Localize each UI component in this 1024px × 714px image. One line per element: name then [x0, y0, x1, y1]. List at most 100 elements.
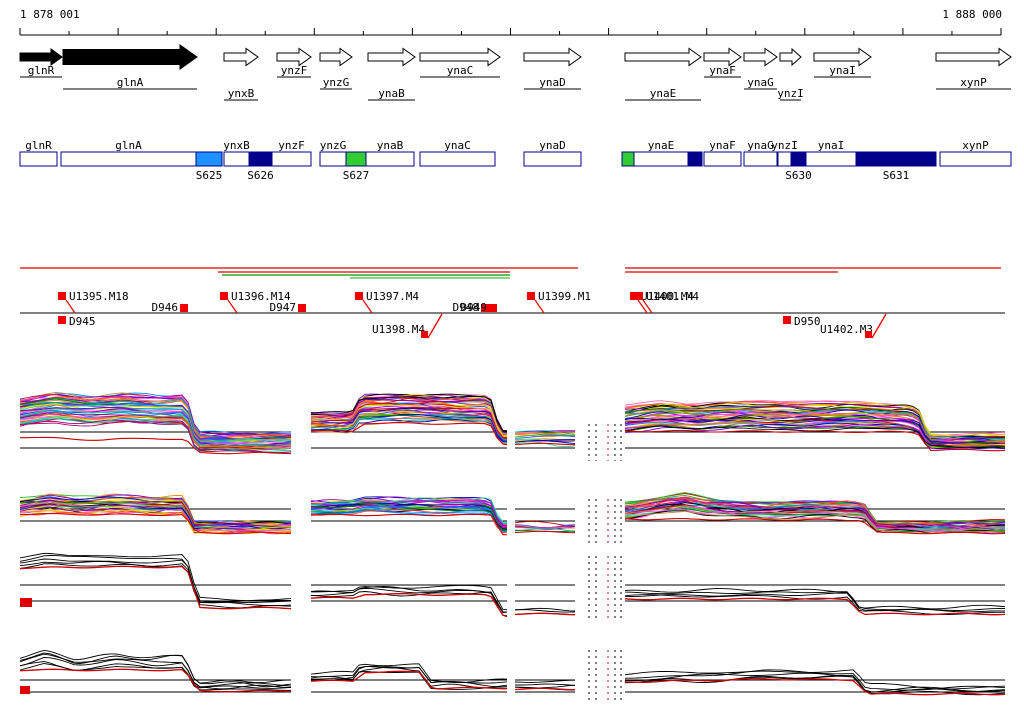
marker-D945[interactable]: D945: [58, 315, 96, 328]
gene-arrow-ynaC[interactable]: [419, 47, 501, 67]
expression-panel-row-1: [19, 391, 1006, 461]
segment-box-glnR[interactable]: [19, 151, 58, 167]
segment-box-block[interactable]: [621, 151, 635, 167]
gene-arrow-ynzG[interactable]: [319, 47, 353, 67]
gene-arrow-glnR[interactable]: [19, 48, 63, 66]
segment-label-ynaB: ynaB: [377, 139, 404, 152]
gene-label-ynaD: ynaD: [539, 76, 566, 89]
gene-label-glnA: glnA: [117, 76, 144, 89]
segment-label-ynaD: ynaD: [539, 139, 566, 152]
marker-U1397.M4[interactable]: U1397.M4: [355, 290, 419, 314]
segment-label-glnR: glnR: [25, 139, 52, 152]
marker-D949[interactable]: D949: [461, 301, 498, 314]
coordinate-ruler: [19, 28, 1002, 36]
segment-box-ynaC[interactable]: [419, 151, 496, 167]
segment-box-ynaD[interactable]: [523, 151, 582, 167]
gene-arrow-ynaD[interactable]: [523, 47, 582, 67]
segment-box-ynaG[interactable]: [743, 151, 778, 167]
gene-label-ynaB: ynaB: [378, 87, 405, 100]
gene-arrow-ynzF[interactable]: [276, 47, 312, 67]
svg-text:U1399.M1: U1399.M1: [538, 290, 591, 303]
svg-text:D946: D946: [152, 301, 179, 314]
gene-label-ynaF: ynaF: [709, 64, 736, 77]
gene-arrow-ynaI[interactable]: [813, 47, 872, 67]
segment-box-ynzI[interactable]: [777, 151, 792, 167]
marker-D947[interactable]: D947: [270, 301, 307, 314]
svg-text:D948: D948: [453, 301, 480, 314]
segment-box-S630[interactable]: [790, 151, 807, 167]
marker-U1402.M3[interactable]: U1402.M3: [820, 313, 887, 339]
segment-box-ynzF[interactable]: [271, 151, 312, 167]
gene-label-ynaG: ynaG: [747, 76, 774, 89]
segment-label-xynP: xynP: [962, 139, 989, 152]
segment-label-S630: S630: [785, 169, 812, 182]
gene-arrow-glnA[interactable]: [62, 44, 198, 70]
row-left-marker: [20, 598, 32, 607]
gene-arrow-ynaF[interactable]: [703, 47, 742, 67]
segment-label-ynaF: ynaF: [709, 139, 736, 152]
marker-U1401.M4[interactable]: U1401.M4: [635, 290, 699, 314]
svg-text:D947: D947: [270, 301, 297, 314]
marker-D946[interactable]: D946: [152, 301, 189, 314]
gene-label-ynxB: ynxB: [228, 87, 255, 100]
gene-arrow-ynaB[interactable]: [367, 47, 416, 67]
svg-text:U1401.M4: U1401.M4: [646, 290, 699, 303]
segment-box-glnA[interactable]: [60, 151, 197, 167]
segment-box-S625[interactable]: [195, 151, 223, 167]
marker-D950[interactable]: D950: [783, 315, 821, 328]
svg-text:U1397.M4: U1397.M4: [366, 290, 419, 303]
transcript-line-track: [20, 267, 1001, 279]
segment-label-S626: S626: [247, 169, 274, 182]
expression-panel-row-4: [19, 649, 1006, 701]
marker-U1396.M14[interactable]: U1396.M14: [220, 290, 291, 314]
segment-box-xynP[interactable]: [939, 151, 1012, 167]
gene-label-glnR: glnR: [28, 64, 55, 77]
gene-label-xynP: xynP: [960, 76, 987, 89]
gene-arrow-ynaG[interactable]: [743, 47, 778, 67]
segment-box-ynxB[interactable]: [223, 151, 250, 167]
gene-label-ynzG: ynzG: [323, 76, 350, 89]
expression-panel-row-3: [19, 552, 1006, 621]
segment-label-ynzI: ynzI: [771, 139, 798, 152]
gene-label-ynaI: ynaI: [829, 64, 856, 77]
marker-U1399.M1[interactable]: U1399.M1: [527, 290, 591, 314]
segment-label-S627: S627: [343, 169, 370, 182]
marker-U1400.M4[interactable]: U1400.M4: [630, 290, 694, 314]
segment-box-S626[interactable]: [248, 151, 273, 167]
segment-box-S631[interactable]: [855, 151, 937, 167]
svg-text:D950: D950: [794, 315, 821, 328]
gene-arrow-ynzI[interactable]: [779, 47, 802, 67]
segment-box-S627[interactable]: [345, 151, 367, 167]
marker-U1395.M18[interactable]: U1395.M18: [58, 290, 129, 314]
segment-label-ynzF: ynzF: [278, 139, 305, 152]
segment-box-ynaB[interactable]: [365, 151, 415, 167]
ruler-start-coordinate: 1 878 001: [20, 8, 80, 21]
segment-track: glnR glnA S625 ynxB S626 ynzF ynzG S627 ynaB ynaC…: [19, 139, 1012, 182]
gene-arrow-ynaE[interactable]: [624, 47, 702, 67]
svg-text:U1402.M3: U1402.M3: [820, 323, 873, 336]
gene-arrow-ynxB[interactable]: [223, 47, 259, 67]
segment-box-ynaF[interactable]: [703, 151, 742, 167]
row-left-marker: [20, 686, 30, 694]
ruler-end-coordinate: 1 888 000: [942, 8, 1002, 21]
marker-U1398.M4[interactable]: U1398.M4: [372, 313, 443, 339]
marker-D948[interactable]: D948: [453, 301, 490, 314]
gene-label-ynaE: ynaE: [650, 87, 677, 100]
svg-text:U1396.M14: U1396.M14: [231, 290, 291, 303]
segment-label-ynaC: ynaC: [444, 139, 471, 152]
segment-box-ynaI[interactable]: [805, 151, 857, 167]
segment-box-block[interactable]: [687, 151, 703, 167]
segment-label-glnA: glnA: [115, 139, 142, 152]
expression-panel-row-2: [19, 492, 1006, 545]
gene-label-ynzF: ynzF: [281, 64, 308, 77]
segment-label-S631: S631: [883, 169, 910, 182]
segment-label-ynaG: ynaG: [747, 139, 774, 152]
segment-box-ynzG[interactable]: [319, 151, 347, 167]
gene-arrow-xynP[interactable]: [935, 47, 1012, 67]
svg-text:D949: D949: [461, 301, 488, 314]
gene-arrow-track: glnR glnA ynxB ynzF ynzG ynaB ynaC ynaD ynaE ynaF…: [19, 44, 1012, 101]
segment-box-ynaE[interactable]: [633, 151, 689, 167]
segment-label-ynzG: ynzG: [320, 139, 347, 152]
shift-marker-track: U1395.M18 U1396.M14 U1397.M4 U1399.M1 U1400.…: [20, 290, 1005, 339]
